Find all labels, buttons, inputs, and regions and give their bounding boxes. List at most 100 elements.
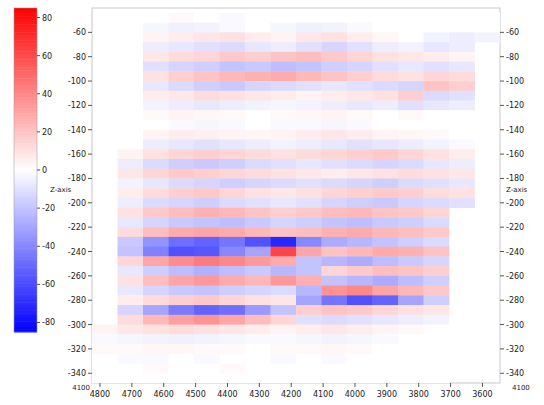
cell <box>322 266 348 276</box>
cell <box>245 101 271 111</box>
cell <box>322 334 348 344</box>
cell <box>220 305 246 315</box>
cell <box>449 198 475 208</box>
cell <box>220 208 246 218</box>
colorbar-frame <box>14 8 37 332</box>
cell <box>398 208 424 218</box>
cell <box>169 373 195 383</box>
x-tick-label: 4300 <box>249 390 269 399</box>
cell <box>194 120 220 130</box>
cell <box>220 32 246 42</box>
cell <box>373 71 399 81</box>
cell <box>169 149 195 159</box>
cell <box>347 325 373 335</box>
cell <box>245 91 271 101</box>
cell <box>143 237 169 247</box>
cell <box>373 120 399 130</box>
cell <box>424 13 450 23</box>
y-tick-label: -160 <box>506 150 524 159</box>
cell <box>220 364 246 374</box>
cell <box>271 188 297 198</box>
cell <box>118 237 144 247</box>
cell <box>424 23 450 33</box>
y-tick <box>500 348 504 349</box>
y-tick-label: -260 <box>68 272 86 281</box>
cell <box>245 247 271 257</box>
cell <box>271 208 297 218</box>
cell <box>169 198 195 208</box>
cell <box>169 13 195 23</box>
cell <box>322 81 348 91</box>
cell <box>449 101 475 111</box>
cell <box>220 295 246 305</box>
y-tick-label: -80 <box>506 53 519 62</box>
cell <box>143 23 169 33</box>
cell <box>322 325 348 335</box>
cell <box>322 247 348 257</box>
cell <box>424 120 450 130</box>
cell <box>271 295 297 305</box>
cell <box>373 315 399 325</box>
cell <box>296 334 322 344</box>
cell <box>194 52 220 62</box>
cell <box>398 295 424 305</box>
cell <box>169 81 195 91</box>
cell <box>347 52 373 62</box>
cell <box>194 198 220 208</box>
cell <box>92 344 118 354</box>
cell <box>118 295 144 305</box>
cell <box>398 364 424 374</box>
cell <box>143 198 169 208</box>
cell <box>220 130 246 140</box>
cell <box>296 81 322 91</box>
x-tick-label: 3600 <box>472 390 492 399</box>
cell <box>118 354 144 364</box>
y-tick-label: -200 <box>68 199 86 208</box>
cell <box>271 227 297 237</box>
cell <box>373 130 399 140</box>
cell <box>271 373 297 383</box>
y-tick-label: -340 <box>68 369 86 378</box>
colorbar-tick-label: 80 <box>42 14 52 23</box>
cell <box>143 315 169 325</box>
cell <box>347 81 373 91</box>
cell <box>347 159 373 169</box>
cell <box>194 217 220 227</box>
cell <box>220 139 246 149</box>
cell <box>245 23 271 33</box>
cell <box>296 139 322 149</box>
cell <box>347 169 373 179</box>
cell <box>398 344 424 354</box>
cell <box>296 354 322 364</box>
cell <box>220 237 246 247</box>
cell <box>296 13 322 23</box>
cell <box>475 13 501 23</box>
cell <box>245 364 271 374</box>
y-tick <box>88 373 92 374</box>
cell <box>194 62 220 72</box>
cell <box>398 32 424 42</box>
cell <box>271 110 297 120</box>
cell <box>296 178 322 188</box>
cell <box>143 247 169 257</box>
annotation: 4100 <box>72 384 90 392</box>
cell <box>398 188 424 198</box>
cell <box>296 286 322 296</box>
y-tick-label: -60 <box>506 28 519 37</box>
cell <box>245 315 271 325</box>
y-tick-label: -140 <box>506 126 524 135</box>
cell <box>220 149 246 159</box>
cell <box>143 208 169 218</box>
cell <box>373 276 399 286</box>
y-tick-label: -220 <box>506 223 524 232</box>
cell <box>143 42 169 52</box>
cell <box>347 110 373 120</box>
y-tick-label: -200 <box>506 199 524 208</box>
x-tick-label: 4200 <box>281 390 301 399</box>
cell <box>398 198 424 208</box>
cell <box>194 208 220 218</box>
cell <box>296 130 322 140</box>
cell <box>347 247 373 257</box>
colorbar-tick-label: 20 <box>42 128 52 137</box>
cell <box>118 188 144 198</box>
